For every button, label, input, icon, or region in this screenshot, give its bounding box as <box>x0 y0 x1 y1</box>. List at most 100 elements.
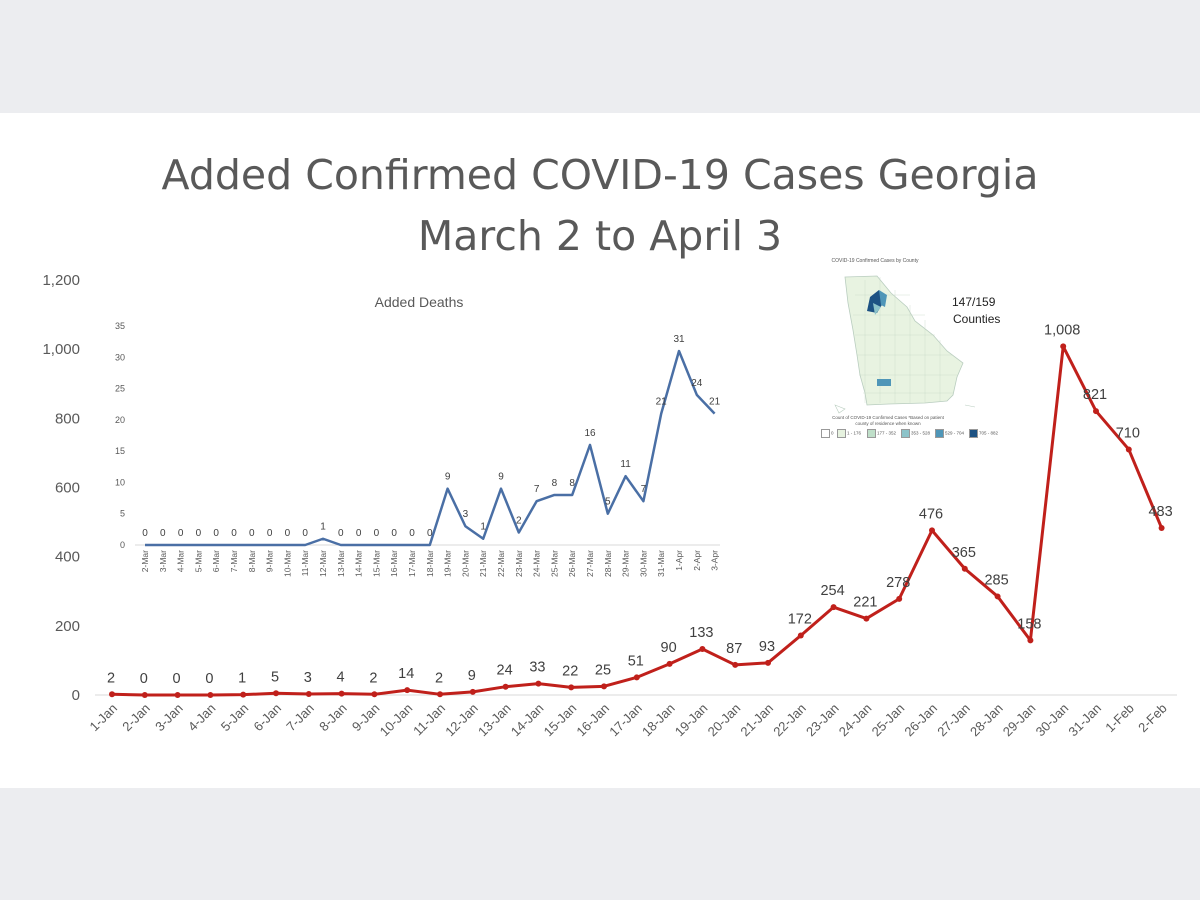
cases-data-label: 25 <box>595 662 611 678</box>
deaths-data-label: 0 <box>160 528 166 539</box>
cases-data-label: 172 <box>788 612 812 628</box>
x-tick-label: 26-Jan <box>901 701 940 740</box>
inset-x-tick-label: 3-Mar <box>158 550 168 572</box>
y-tick-label: 400 <box>55 549 80 566</box>
deaths-data-label: 2 <box>516 515 522 526</box>
inset-x-tick-label: 20-Mar <box>460 550 470 577</box>
deaths-data-label: 21 <box>656 397 668 408</box>
inset-y-tick-label: 15 <box>115 446 125 456</box>
y-tick-label: 1,000 <box>42 341 80 358</box>
inset-x-tick-label: 17-Mar <box>407 550 417 577</box>
x-tick-label: 13-Jan <box>475 701 514 740</box>
inset-y-tick-label: 35 <box>115 321 125 331</box>
x-tick-label: 19-Jan <box>672 701 711 740</box>
legend-label: 177 - 352 <box>877 430 897 436</box>
x-tick-label: 15-Jan <box>541 701 580 740</box>
inset-x-tick-label: 29-Mar <box>621 550 631 577</box>
cases-data-point <box>1060 343 1067 350</box>
cases-data-point <box>830 604 837 611</box>
legend-item: 353 - 528 <box>901 429 931 438</box>
inset-x-tick-label: 21-Mar <box>478 550 488 577</box>
deaths-data-label: 0 <box>142 528 148 539</box>
cases-data-point <box>633 674 640 681</box>
deaths-data-label: 9 <box>498 472 504 483</box>
legend-item: 529 - 704 <box>935 429 964 438</box>
x-tick-label: 18-Jan <box>639 701 678 740</box>
county-ratio: 147/159 <box>952 295 996 309</box>
inset-y-tick-label: 20 <box>115 415 125 425</box>
x-tick-label: 22-Jan <box>770 701 809 740</box>
cases-data-label: 1 <box>238 671 246 687</box>
cases-data-point <box>141 692 148 698</box>
inset-x-tick-label: 23-Mar <box>514 550 524 577</box>
inset-x-tick-label: 26-Mar <box>567 550 577 577</box>
map-legend-title-line1: Count of COVID-19 Confirmed Cases *Based… <box>832 415 944 420</box>
chart-title-line1: Added Confirmed COVID-19 Cases Georgia <box>161 151 1039 199</box>
cases-data-label: 2 <box>107 670 115 686</box>
cases-data-label: 133 <box>689 625 713 641</box>
cases-data-point <box>961 565 968 572</box>
inset-x-tick-label: 15-Mar <box>371 550 381 577</box>
x-tick-label: 1-Feb <box>1102 701 1137 736</box>
inset-x-tick-label: 9-Mar <box>265 550 275 572</box>
legend-swatch <box>867 429 876 438</box>
cases-data-point <box>174 692 181 698</box>
deaths-data-label: 0 <box>178 528 184 539</box>
inset-x-tick-label: 18-Mar <box>425 550 435 577</box>
x-tick-label: 14-Jan <box>508 701 547 740</box>
map-title: COVID-19 Confirmed Cases by County <box>831 258 919 264</box>
legend-label: 353 - 528 <box>911 430 931 436</box>
x-tick-label: 31-Jan <box>1065 701 1104 740</box>
inset-x-tick-label: 19-Mar <box>443 550 453 577</box>
x-tick-label: 2-Feb <box>1135 701 1170 736</box>
x-tick-label: 24-Jan <box>836 701 875 740</box>
cases-data-point <box>469 688 476 695</box>
cases-data-point <box>437 691 443 698</box>
y-tick-label: 800 <box>55 410 80 427</box>
x-tick-label: 12-Jan <box>442 701 481 740</box>
deaths-data-label: 0 <box>231 528 237 539</box>
deaths-data-label: 8 <box>552 478 558 489</box>
map-legend-title: Count of COVID-19 Confirmed Cases *Based… <box>823 415 953 427</box>
cases-data-label: 4 <box>337 670 345 686</box>
deaths-data-label: 7 <box>641 484 647 495</box>
inset-y-tick-label: 30 <box>115 352 125 362</box>
x-tick-label: 4-Jan <box>185 701 219 735</box>
deaths-data-label: 3 <box>463 509 469 520</box>
inset-x-tick-label: 22-Mar <box>496 550 506 577</box>
cases-data-point <box>371 691 378 698</box>
cases-data-point <box>732 661 739 668</box>
cases-data-label: 0 <box>140 671 148 687</box>
cases-data-label: 22 <box>562 663 578 679</box>
deaths-data-label: 9 <box>445 472 451 483</box>
inset-x-tick-label: 2-Apr <box>692 550 702 571</box>
cases-data-label: 158 <box>1017 616 1041 632</box>
inset-y-tick-label: 5 <box>120 509 125 519</box>
cases-data-label: 33 <box>529 660 545 676</box>
inset-x-tick-label: 2-Mar <box>140 550 150 572</box>
cases-data-point <box>929 527 935 534</box>
slide: 0 200 400 600 800 1,000 1,200 1-Jan 2-Jan 3-Jan 4-… <box>0 113 1200 788</box>
x-tick-label: 20-Jan <box>705 701 744 740</box>
cases-data-point <box>568 684 575 691</box>
cases-data-label: 87 <box>726 641 742 657</box>
x-tick-label: 21-Jan <box>737 701 776 740</box>
legend-swatch <box>821 429 830 438</box>
cases-data-label: 285 <box>984 572 1008 588</box>
inset-x-tick-label: 7-Mar <box>229 550 239 572</box>
georgia-county-map-inset: COVID-19 Confirmed Cases by County 147/1… <box>815 255 1005 470</box>
cases-data-point <box>338 690 345 697</box>
legend-label: 705 - 882 <box>979 430 999 436</box>
inset-x-tick-label: 31-Mar <box>656 550 666 577</box>
deaths-data-label: 0 <box>267 528 273 539</box>
county-word: Counties <box>953 312 1001 326</box>
cases-data-label: 0 <box>173 671 181 687</box>
x-tick-label: 23-Jan <box>803 701 842 740</box>
cases-data-point <box>1125 446 1132 453</box>
x-tick-label: 17-Jan <box>606 701 645 740</box>
deaths-data-label: 21 <box>709 397 721 408</box>
x-tick-label: 2-Jan <box>119 701 153 735</box>
inset-x-tick-label: 4-Mar <box>176 550 186 572</box>
deaths-data-label: 1 <box>480 522 486 533</box>
